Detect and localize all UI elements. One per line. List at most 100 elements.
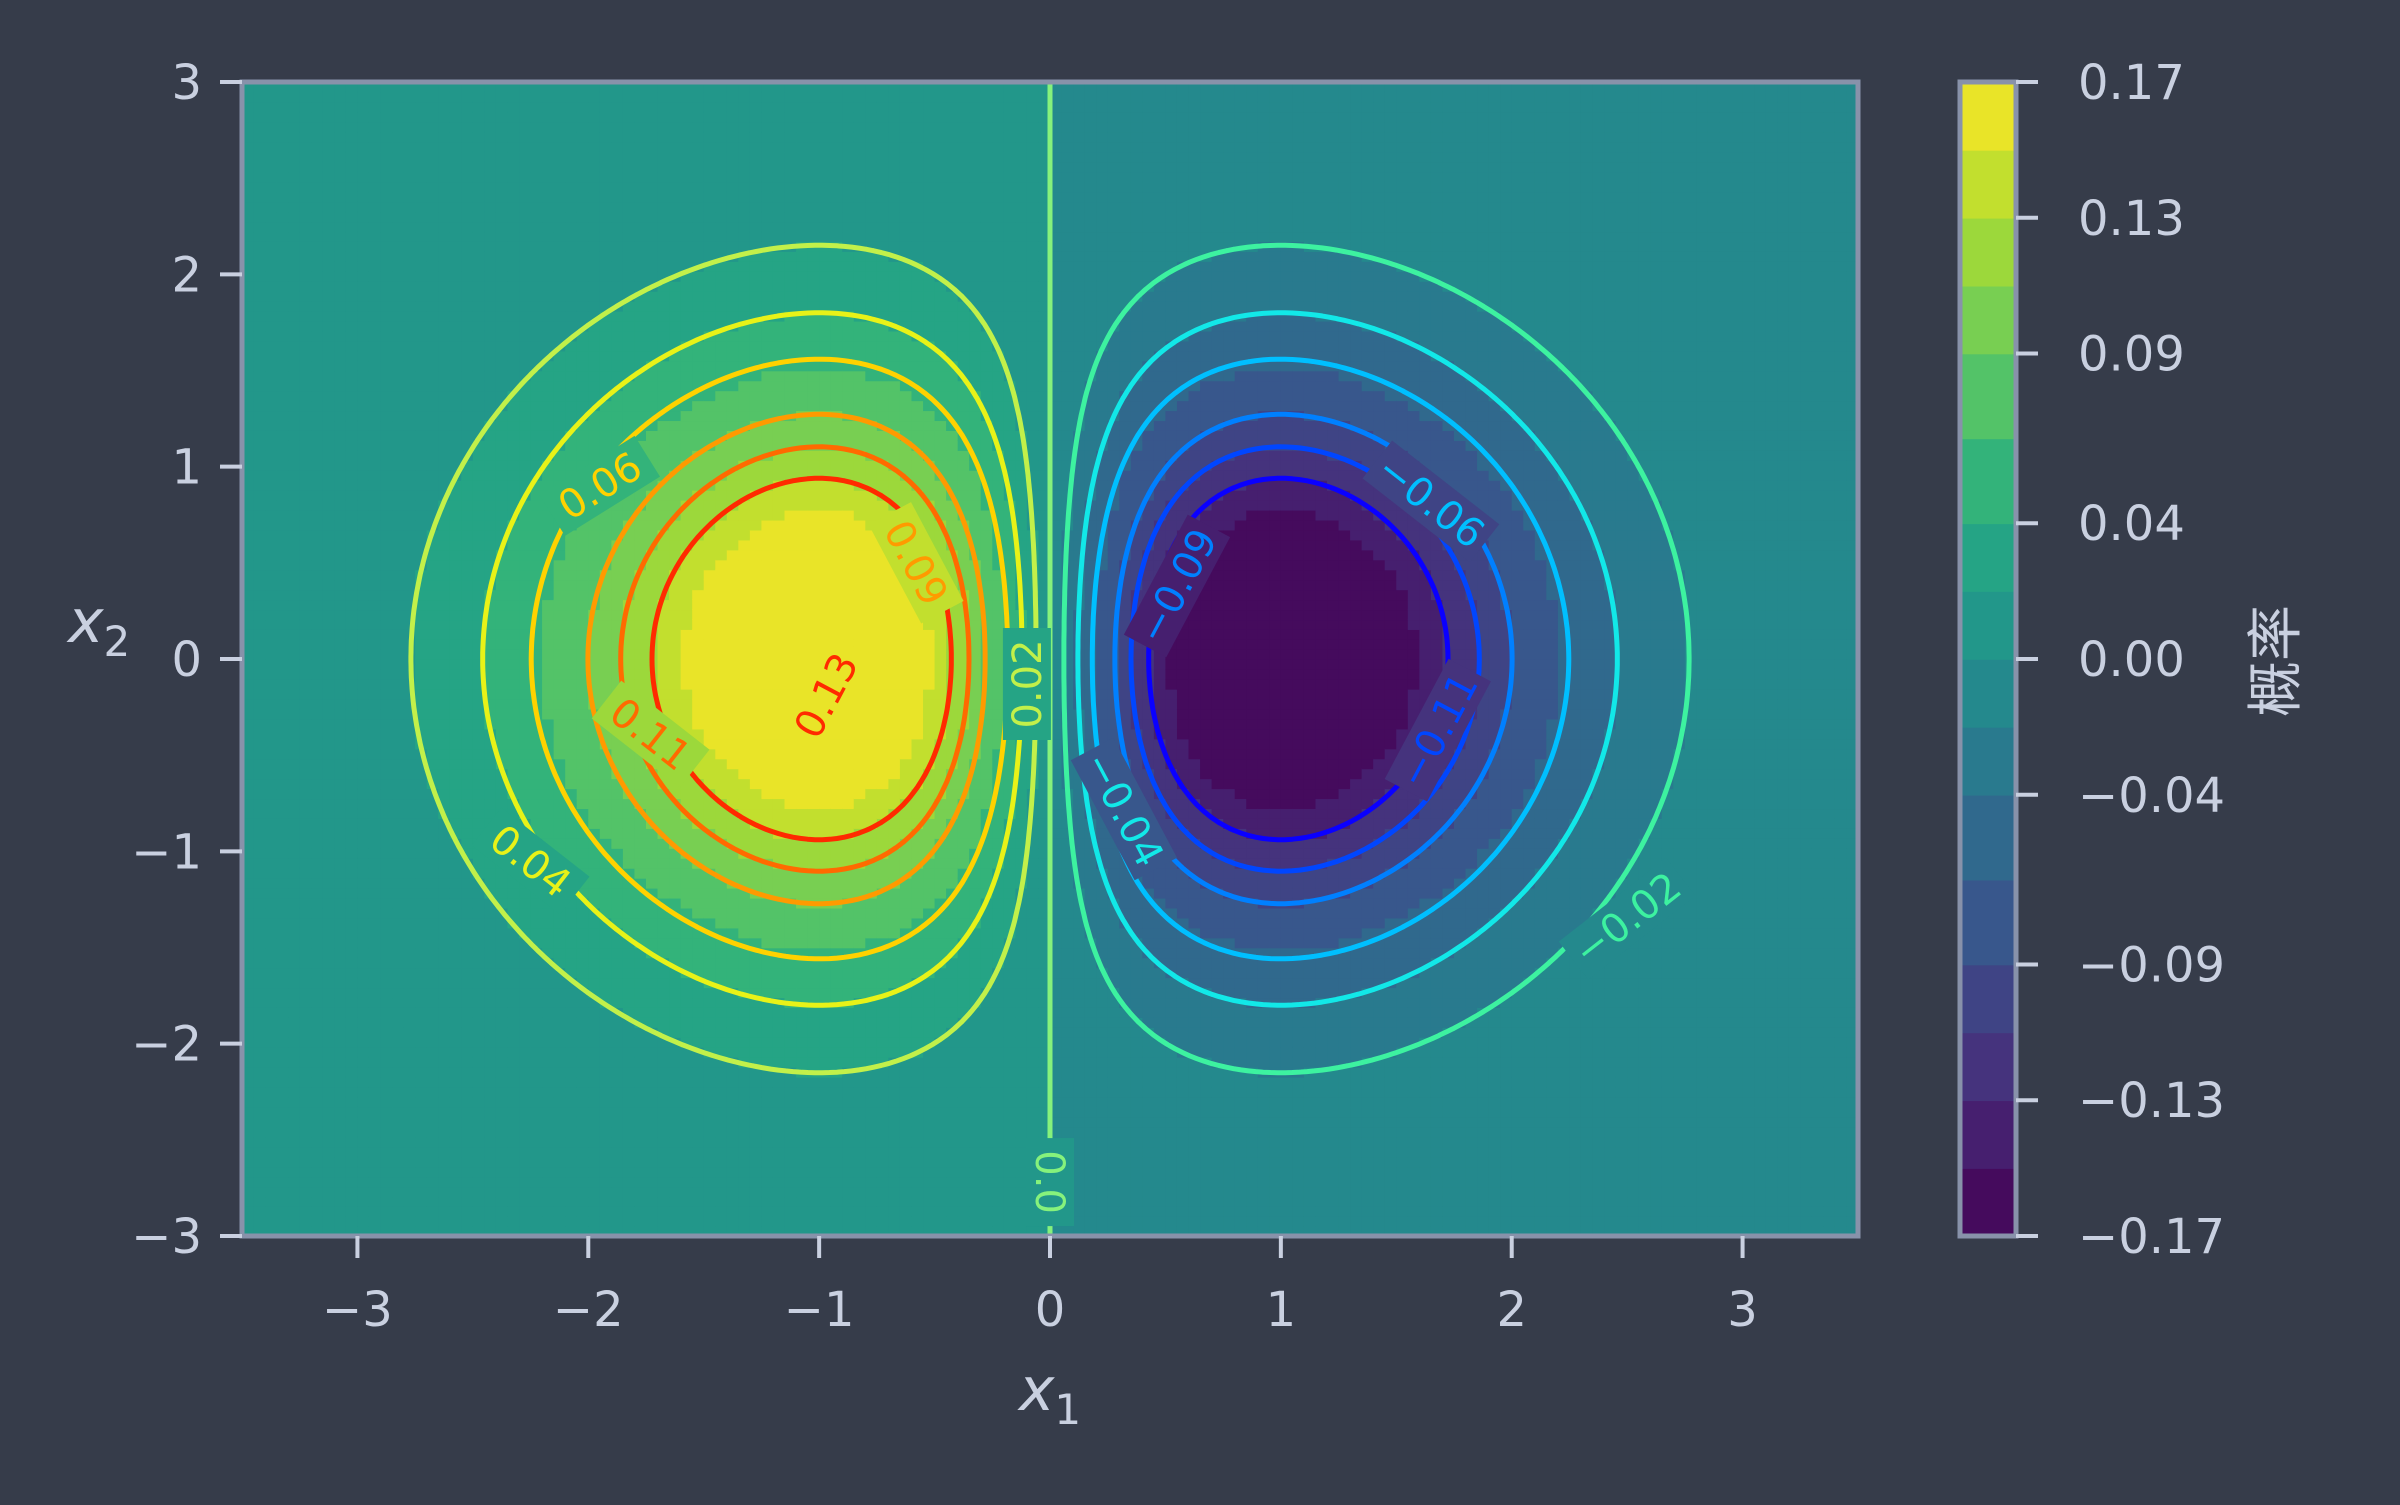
- filled-cell: [692, 1216, 705, 1227]
- filled-cell: [299, 121, 313, 133]
- filled-cell: [553, 290, 566, 302]
- filled-cell: [311, 231, 324, 242]
- filled-cell: [576, 549, 590, 561]
- filled-cell: [669, 688, 682, 700]
- filled-cell: [357, 639, 370, 650]
- filled-cell: [519, 768, 532, 780]
- filled-cell: [680, 659, 693, 670]
- filled-cell: [542, 310, 555, 322]
- filled-cell: [634, 1126, 647, 1138]
- filled-cell: [403, 907, 416, 919]
- filled-cell: [715, 1226, 728, 1236]
- filled-cell: [588, 937, 601, 949]
- filled-cell: [599, 191, 613, 203]
- filled-cell: [495, 937, 509, 949]
- filled-cell: [403, 410, 416, 422]
- filled-cell: [657, 171, 670, 183]
- filled-cell: [380, 728, 393, 740]
- filled-cell: [288, 231, 301, 242]
- filled-cell: [703, 460, 717, 471]
- filled-cell: [322, 549, 336, 561]
- filled-cell: [519, 1176, 532, 1188]
- filled-cell: [472, 1046, 486, 1058]
- filled-cell: [392, 569, 405, 581]
- filled-cell: [265, 688, 278, 700]
- filled-cell: [288, 290, 301, 302]
- filled-cell: [472, 221, 486, 233]
- filled-cell: [403, 1186, 416, 1198]
- filled-cell: [519, 479, 532, 491]
- filled-cell: [253, 450, 266, 461]
- filled-cell: [646, 927, 659, 939]
- filled-cell: [276, 579, 289, 591]
- filled-cell: [403, 221, 416, 233]
- filled-cell: [669, 519, 682, 531]
- filled-cell: [726, 1066, 740, 1078]
- filled-cell: [461, 738, 474, 750]
- filled-cell: [634, 649, 647, 660]
- filled-cell: [438, 261, 451, 272]
- filled-cell: [322, 330, 336, 342]
- filled-cell: [519, 151, 532, 163]
- filled-cell: [415, 698, 428, 710]
- filled-cell: [495, 241, 509, 252]
- filled-cell: [357, 191, 370, 203]
- filled-cell: [680, 1007, 693, 1018]
- filled-cell: [599, 957, 613, 969]
- filled-cell: [611, 1056, 624, 1068]
- filled-cell: [599, 141, 613, 153]
- filled-cell: [599, 539, 613, 551]
- filled-cell: [461, 887, 474, 899]
- filled-cell: [311, 828, 324, 839]
- filled-cell: [242, 1166, 255, 1178]
- filled-cell: [634, 848, 647, 859]
- filled-cell: [265, 738, 278, 750]
- filled-cell: [368, 748, 382, 760]
- filled-cell: [368, 629, 382, 640]
- filled-cell: [542, 937, 555, 949]
- filled-cell: [669, 201, 682, 213]
- filled-cell: [415, 639, 428, 650]
- filled-cell: [311, 659, 324, 670]
- filled-cell: [334, 848, 347, 859]
- filled-cell: [253, 897, 266, 909]
- filled-cell: [703, 778, 717, 790]
- filled-cell: [576, 1106, 590, 1118]
- filled-cell: [507, 290, 520, 302]
- filled-cell: [288, 320, 301, 332]
- filled-cell: [403, 589, 416, 601]
- filled-cell: [495, 927, 509, 939]
- filled-cell: [634, 191, 647, 203]
- filled-cell: [657, 241, 670, 252]
- filled-cell: [357, 300, 370, 312]
- filled-cell: [426, 1206, 440, 1217]
- filled-cell: [726, 151, 740, 163]
- filled-cell: [495, 390, 509, 402]
- filled-cell: [368, 91, 382, 103]
- filled-cell: [461, 241, 474, 252]
- filled-cell: [322, 579, 336, 591]
- filled-cell: [311, 688, 324, 700]
- filled-cell: [242, 82, 255, 93]
- filled-cell: [334, 1106, 347, 1118]
- filled-cell: [657, 1027, 670, 1038]
- filled-cell: [599, 1176, 613, 1188]
- filled-cell: [657, 370, 670, 382]
- filled-cell: [680, 469, 693, 481]
- filled-cell: [276, 1166, 289, 1178]
- filled-cell: [311, 430, 324, 441]
- filled-cell: [426, 589, 440, 601]
- filled-cell: [357, 668, 370, 680]
- filled-cell: [403, 241, 416, 252]
- filled-cell: [507, 639, 520, 650]
- filled-cell: [692, 111, 705, 123]
- filled-cell: [715, 320, 728, 332]
- filled-cell: [576, 1156, 590, 1168]
- filled-cell: [288, 798, 301, 810]
- filled-cell: [334, 211, 347, 223]
- filled-cell: [519, 360, 532, 372]
- filled-cell: [311, 1126, 324, 1138]
- filled-cell: [680, 579, 693, 591]
- filled-cell: [622, 310, 636, 322]
- filled-cell: [403, 430, 416, 441]
